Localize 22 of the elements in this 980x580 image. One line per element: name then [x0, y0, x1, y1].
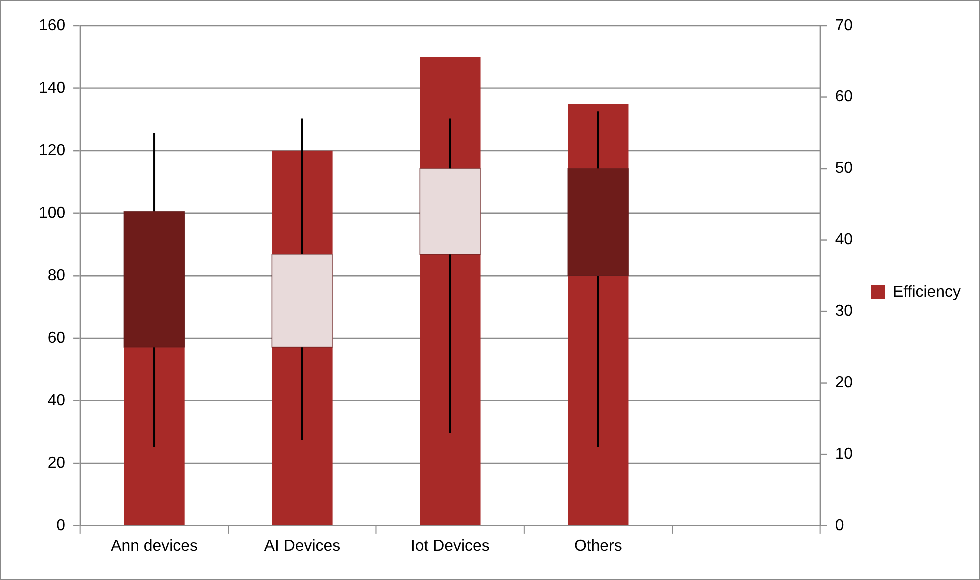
y-tick-label: 20	[48, 454, 66, 472]
legend-label: Efficiency	[892, 284, 961, 301]
y2-tick-label: 10	[835, 446, 854, 463]
x-tick-label: Iot Devices	[410, 538, 490, 555]
y-tick-label: 80	[48, 267, 66, 284]
y2-tick-label: 40	[835, 232, 854, 249]
y2-tick-label: 30	[835, 303, 854, 320]
y2-tick-label: 70	[835, 17, 854, 34]
y-tick-label: 0	[56, 517, 66, 534]
x-tick-label: AI Devices	[264, 538, 341, 555]
y-tick-label: 100	[38, 204, 66, 222]
y-tick-label: 60	[48, 330, 66, 347]
y2-tick-label: 0	[835, 517, 844, 534]
y-tick-label: 160	[38, 17, 66, 34]
y-tick-label: 140	[38, 80, 66, 97]
y2-tick-label: 60	[835, 88, 854, 106]
y-tick-label: 40	[48, 392, 66, 410]
x-tick-label: Ann devices	[111, 538, 198, 555]
y2-tick-label: 20	[835, 374, 854, 392]
x-tick-label: Others	[574, 538, 622, 555]
y2-tick-label: 50	[835, 160, 854, 178]
y-tick-label: 120	[38, 142, 66, 160]
